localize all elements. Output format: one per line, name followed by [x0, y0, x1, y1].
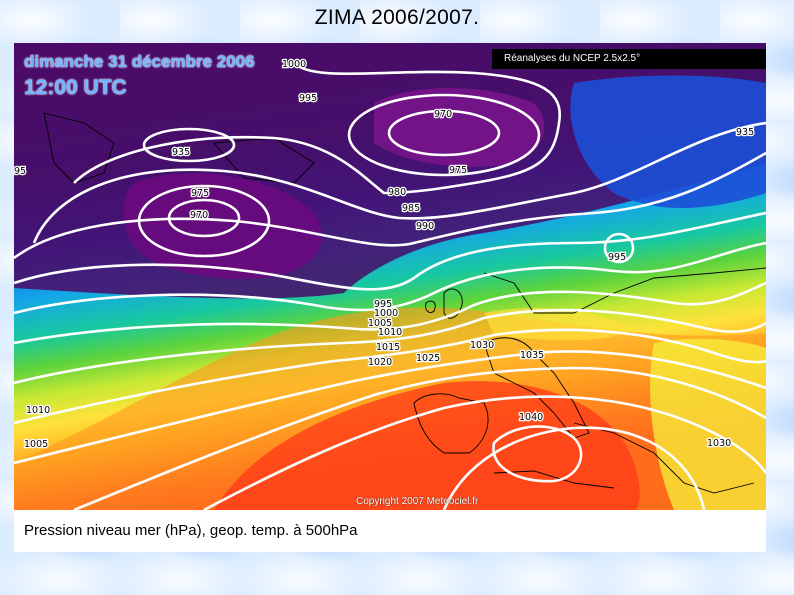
- weather-map: 1000 995 935 970 935 975 95 975 970 980 …: [14, 43, 766, 510]
- isobar-label: 1000: [374, 308, 398, 319]
- isobar-label: 975: [191, 188, 209, 199]
- isobar-labels: 1000 995 935 970 935 975 95 975 970 980 …: [14, 58, 755, 452]
- map-caption: Pression niveau mer (hPa), geop. temp. à…: [24, 522, 358, 539]
- isobar-label: 1000: [282, 59, 306, 70]
- cold-core: [374, 88, 545, 167]
- isobar-975-north: [347, 93, 541, 177]
- isobar-1020: [14, 350, 766, 465]
- isobar-1030: [203, 395, 766, 510]
- isobar-970-north: [387, 109, 501, 157]
- isobar-label: 980: [388, 187, 406, 198]
- isobar-label: 1035: [520, 350, 544, 361]
- isobar-label: 1010: [26, 405, 50, 416]
- isobar-label: 995: [608, 252, 626, 263]
- warm-core: [214, 381, 640, 510]
- isobar-990: [14, 151, 766, 260]
- isobar-label: 95: [14, 166, 26, 177]
- isobar-label: 970: [190, 210, 208, 221]
- isobar-label: 1005: [368, 318, 392, 329]
- isobar-980: [73, 62, 562, 195]
- copyright-text: Copyright 2007 Meteociel.fr: [356, 496, 479, 507]
- isobar-label: 1030: [470, 340, 494, 351]
- isobar-label: 995: [374, 299, 392, 310]
- isobar-1035: [442, 426, 706, 510]
- isobar-label: 1040: [519, 412, 543, 423]
- isobar-label: 970: [434, 109, 452, 120]
- isobar-label: 1025: [416, 353, 440, 364]
- isobar-label: 935: [172, 147, 190, 158]
- map-time: 12:00 UTC: [24, 76, 127, 99]
- caption-bar: Pression niveau mer (hPa), geop. temp. à…: [14, 510, 766, 552]
- isobar-label: 985: [402, 203, 420, 214]
- page-title: ZIMA 2006/2007.: [314, 6, 480, 29]
- isobar-label: 1020: [368, 357, 392, 368]
- isobar-1025: [73, 366, 766, 510]
- isobar-1005: [14, 281, 766, 345]
- isobar-label: 1010: [378, 327, 402, 338]
- isobars: [14, 62, 766, 510]
- isobar-label: 1005: [24, 439, 48, 450]
- weather-map-graphic: 1000 995 935 970 935 975 95 975 970 980 …: [14, 43, 766, 510]
- isobar-label: 975: [449, 165, 467, 176]
- isobar-1015: [14, 328, 766, 425]
- source-label: Réanalyses du NCEP 2.5x2.5°: [492, 49, 766, 69]
- isobar-label: 995: [299, 93, 317, 104]
- isobar-label: 1030: [707, 438, 731, 449]
- cold-air-mass: [570, 75, 766, 208]
- isobar-1000: [14, 241, 766, 315]
- isobar-1010: [14, 308, 766, 385]
- isobar-995-small: [603, 232, 635, 264]
- isobar-935: [142, 127, 236, 163]
- isobar-1040: [492, 425, 583, 483]
- isobar-label: 990: [416, 221, 434, 232]
- isobar-985: [32, 121, 766, 244]
- map-date: dimanche 31 décembre 2006: [24, 52, 255, 71]
- isobar-label: 1015: [376, 342, 400, 353]
- isobar-label: 935: [736, 127, 754, 138]
